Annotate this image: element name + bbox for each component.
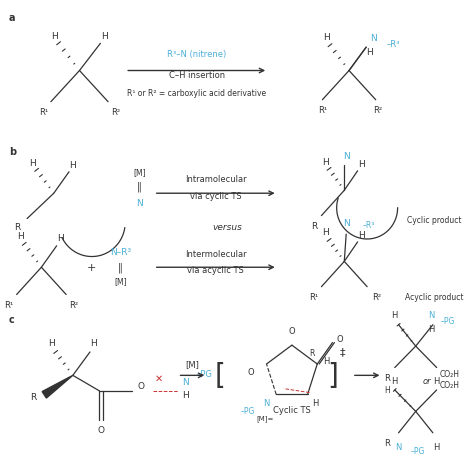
Text: via cyclic TS: via cyclic TS	[190, 191, 242, 200]
Text: N–R³: N–R³	[110, 248, 131, 257]
Text: ✕: ✕	[155, 373, 163, 383]
Text: R: R	[14, 222, 21, 231]
Text: H: H	[101, 32, 108, 41]
Text: CO₂H: CO₂H	[440, 369, 460, 378]
Text: H: H	[434, 442, 440, 451]
Text: N: N	[343, 152, 349, 161]
Text: H: H	[384, 385, 390, 394]
Text: CO₂H: CO₂H	[440, 380, 460, 389]
Text: R¹: R¹	[318, 106, 327, 115]
Text: H: H	[428, 324, 434, 334]
Text: [M]: [M]	[185, 359, 199, 369]
Text: R: R	[310, 222, 317, 230]
Text: H: H	[48, 338, 55, 347]
Text: H: H	[312, 398, 319, 407]
Text: H: H	[182, 390, 189, 399]
Text: Cyclic product: Cyclic product	[407, 216, 462, 224]
Text: R: R	[30, 392, 36, 401]
Text: R: R	[384, 438, 390, 447]
Text: –R³: –R³	[363, 220, 375, 229]
Text: c: c	[9, 314, 15, 324]
Text: Acyclic product: Acyclic product	[405, 292, 464, 301]
Text: via acyclic TS: via acyclic TS	[187, 265, 244, 274]
Text: [M]: [M]	[133, 168, 146, 177]
Text: R²: R²	[69, 300, 78, 309]
Text: H: H	[323, 33, 329, 42]
Text: b: b	[9, 147, 16, 157]
Text: R²: R²	[372, 292, 381, 301]
Text: N: N	[264, 398, 270, 407]
Text: H: H	[366, 47, 373, 56]
Text: –PG: –PG	[410, 446, 425, 455]
Text: [M]: [M]	[114, 277, 127, 286]
Text: +: +	[87, 263, 97, 273]
Text: a: a	[9, 13, 16, 23]
Text: H: H	[29, 158, 36, 167]
Text: R²: R²	[373, 106, 382, 115]
Text: versus: versus	[212, 222, 242, 231]
Text: O: O	[248, 368, 255, 376]
Text: N: N	[343, 218, 349, 228]
Text: H: H	[358, 159, 365, 168]
Text: R¹ or R² = carboxylic acid derivative: R¹ or R² = carboxylic acid derivative	[127, 89, 266, 98]
Text: H: H	[91, 338, 97, 347]
Text: –PG: –PG	[240, 406, 255, 415]
Polygon shape	[42, 375, 73, 398]
Text: O: O	[289, 327, 295, 336]
Text: [M]=: [M]=	[256, 415, 273, 421]
Text: H: H	[322, 157, 328, 166]
Text: –PG: –PG	[441, 317, 456, 326]
Text: H: H	[358, 230, 365, 239]
Text: H: H	[392, 311, 398, 320]
Text: R¹: R¹	[4, 300, 14, 309]
Text: –R³: –R³	[386, 40, 400, 49]
Text: Intramolecular: Intramolecular	[185, 175, 246, 184]
Text: N: N	[136, 199, 143, 208]
Text: or: or	[423, 376, 431, 385]
Text: Cyclic TS: Cyclic TS	[273, 405, 311, 414]
Text: O: O	[98, 425, 105, 435]
Text: R¹: R¹	[39, 108, 48, 116]
Text: H: H	[51, 32, 58, 41]
Text: H: H	[434, 376, 440, 385]
Text: H: H	[57, 233, 64, 242]
Text: ‖: ‖	[137, 181, 142, 191]
Text: N: N	[428, 311, 434, 320]
Text: ‡: ‡	[340, 346, 345, 356]
Text: C–H insertion: C–H insertion	[169, 71, 225, 80]
Text: ‖: ‖	[118, 263, 123, 273]
Text: N: N	[182, 377, 189, 386]
Text: [: [	[215, 362, 226, 389]
Text: H: H	[17, 231, 24, 240]
Text: O: O	[337, 334, 344, 344]
Text: H: H	[322, 227, 328, 236]
Text: ]: ]	[327, 362, 338, 389]
Text: N: N	[370, 34, 377, 43]
Text: H: H	[70, 160, 76, 169]
Text: H: H	[392, 376, 398, 385]
Text: R³–N (nitrene): R³–N (nitrene)	[167, 51, 226, 59]
Text: O: O	[138, 381, 145, 390]
Text: R²: R²	[111, 108, 120, 116]
Text: R¹: R¹	[309, 292, 319, 301]
Text: R: R	[309, 348, 314, 357]
Text: Intermolecular: Intermolecular	[185, 249, 246, 258]
Text: N: N	[395, 442, 402, 451]
Text: H: H	[324, 356, 330, 365]
Text: –PG: –PG	[196, 369, 212, 378]
Text: R: R	[384, 373, 390, 382]
